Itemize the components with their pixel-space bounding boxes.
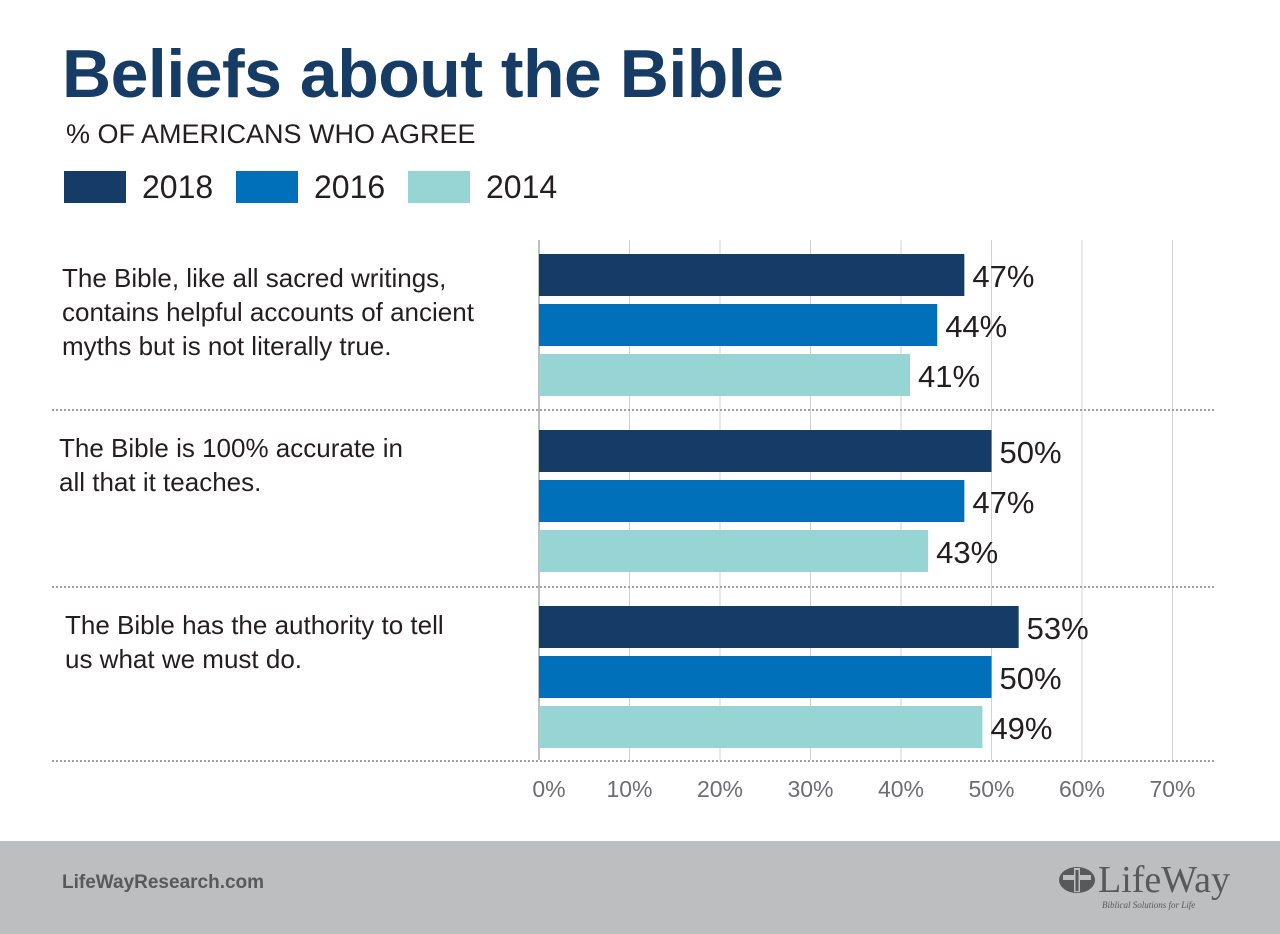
logo-text: LifeWay [1098, 859, 1230, 901]
value-label-2014-2: 43% [936, 535, 998, 570]
x-tick-label-20: 20% [697, 776, 743, 802]
logo-tagline: Biblical Solutions for Life [1102, 900, 1196, 910]
lifeway-logo[interactable]: LifeWay Biblical Solutions for Life [1058, 859, 1230, 917]
x-tick-label-60: 60% [1059, 776, 1105, 802]
lifeway-cross-mark-icon [1059, 867, 1095, 893]
bar-2016-2 [539, 480, 965, 522]
value-label-2016-3: 50% [1000, 661, 1062, 696]
bar-2016-3 [539, 656, 992, 698]
value-label-2014-3: 49% [990, 711, 1052, 746]
category-label-3-line-1: The Bible has the authority to tell [65, 610, 444, 640]
bar-2018-1 [539, 254, 965, 296]
bar-chart: 47% 44% 41% The Bible, like all sacred writ… [52, 240, 1216, 802]
category-label-1-line-1: The Bible, like all sacred writings, [62, 263, 446, 293]
category-label-3-line-2: us what we must do. [65, 644, 302, 674]
bar-2018-3 [539, 606, 1019, 648]
category-label-1-line-3: myths but is not literally true. [62, 331, 391, 361]
x-tick-label-70: 70% [1149, 776, 1195, 802]
legend-label-2016: 2016 [314, 169, 386, 205]
category-label-1-line-2: contains helpful accounts of ancient [62, 297, 475, 327]
bar-2018-2 [539, 430, 992, 472]
legend-swatch-2018 [64, 171, 126, 203]
x-tick-label-10: 10% [606, 776, 652, 802]
value-label-2018-2: 50% [1000, 435, 1062, 470]
x-tick-label-50: 50% [968, 776, 1014, 802]
bar-2014-1 [539, 354, 911, 396]
category-label-2-line-2: all that it teaches. [59, 467, 261, 497]
x-tick-label-0: 0% [532, 776, 565, 802]
x-tick-label-40: 40% [878, 776, 924, 802]
category-label-2-line-1: The Bible is 100% accurate in [59, 433, 403, 463]
legend-label-2014: 2014 [486, 169, 558, 205]
legend-swatch-2014 [408, 171, 470, 203]
bar-2014-3 [539, 706, 983, 748]
value-label-2018-3: 53% [1027, 611, 1089, 646]
legend-swatch-2016 [236, 171, 298, 203]
bar-2014-2 [539, 530, 929, 572]
value-label-2014-1: 41% [918, 359, 980, 394]
x-tick-label-30: 30% [787, 776, 833, 802]
value-label-2016-2: 47% [972, 485, 1034, 520]
bar-2016-1 [539, 304, 938, 346]
value-label-2016-1: 44% [945, 309, 1007, 344]
footer-url[interactable]: LifeWayResearch.com [62, 872, 265, 893]
footer: LifeWayResearch.com LifeWay Biblical Sol… [0, 841, 1280, 934]
value-label-2018-1: 47% [972, 259, 1034, 294]
chart-subtitle: % OF AMERICANS WHO AGREE [66, 119, 476, 149]
legend-label-2018: 2018 [142, 169, 214, 205]
chart-title: Beliefs about the Bible [62, 36, 784, 112]
